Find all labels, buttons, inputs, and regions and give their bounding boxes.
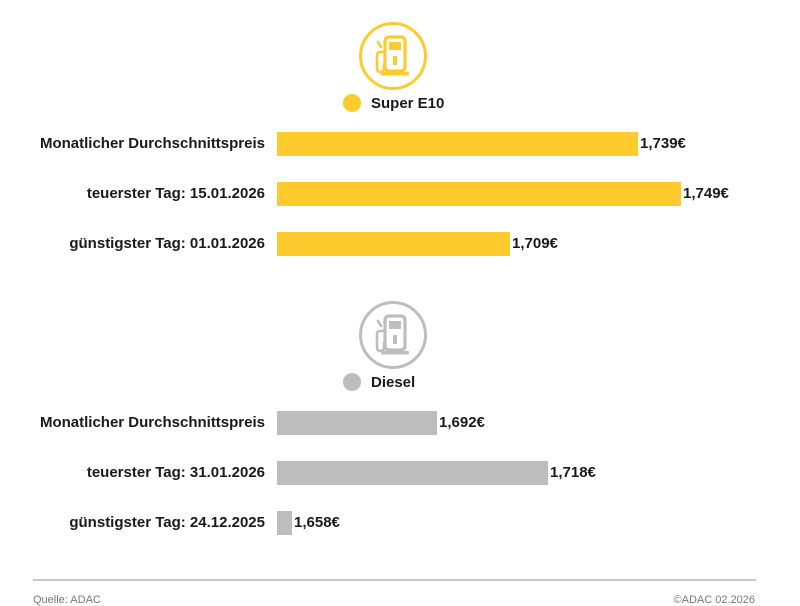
source-note: Quelle: ADAC	[33, 594, 101, 606]
legend-swatch	[343, 373, 361, 391]
category-label: günstigster Tag: 01.01.2026	[69, 235, 265, 252]
category-label: Monatlicher Durchschnittspreis	[39, 135, 265, 152]
category-label: Monatlicher Durchschnittspreis	[39, 414, 265, 431]
legend-label: Diesel	[371, 373, 416, 391]
value-label: 1,658€	[294, 514, 340, 531]
bar-row: Monatlicher Durchschnittspreis 1,739€	[0, 132, 800, 156]
legend-swatch	[343, 94, 361, 112]
bar-row: günstigster Tag: 24.12.2025 1,658€	[0, 511, 800, 535]
copyright-note: ©ADAC 02.2026	[673, 594, 756, 606]
value-label: 1,718€	[550, 464, 596, 481]
bar	[277, 511, 292, 535]
bar-row: Monatlicher Durchschnittspreis 1,692€	[0, 411, 800, 435]
bar-row: günstigster Tag: 01.01.2026 1,709€	[0, 232, 800, 256]
value-label: 1,749€	[683, 185, 729, 202]
category-label: günstigster Tag: 24.12.2025	[69, 514, 265, 531]
legend-item: Diesel	[343, 372, 415, 392]
category-label: teuerster Tag: 15.01.2026	[86, 185, 265, 202]
value-label: 1,692€	[439, 414, 485, 431]
bar	[277, 182, 681, 206]
legend-label: Super E10	[371, 94, 445, 112]
legend-item: Super E10	[343, 93, 444, 113]
bar	[277, 411, 437, 435]
bar	[277, 232, 510, 256]
bar-row: teuerster Tag: 31.01.2026 1,718€	[0, 461, 800, 485]
footer-divider	[33, 579, 756, 581]
fuel-pump-icon	[359, 301, 427, 369]
bar-row: teuerster Tag: 15.01.2026 1,749€	[0, 182, 800, 206]
bar	[277, 461, 548, 485]
category-label: teuerster Tag: 31.01.2026	[86, 464, 265, 481]
value-label: 1,739€	[640, 135, 686, 152]
fuel-pump-icon	[359, 22, 427, 90]
value-label: 1,709€	[512, 235, 558, 252]
bar	[277, 132, 638, 156]
